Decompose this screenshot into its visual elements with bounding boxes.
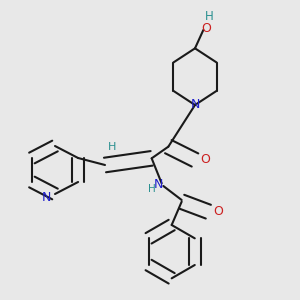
Text: O: O	[213, 205, 223, 218]
Text: H: H	[107, 142, 116, 152]
Text: N: N	[42, 191, 51, 204]
Text: O: O	[200, 154, 210, 166]
Text: H: H	[148, 184, 155, 194]
Text: O: O	[201, 22, 211, 35]
Text: H: H	[205, 10, 214, 23]
Text: N: N	[190, 98, 200, 112]
Text: N: N	[154, 178, 163, 191]
